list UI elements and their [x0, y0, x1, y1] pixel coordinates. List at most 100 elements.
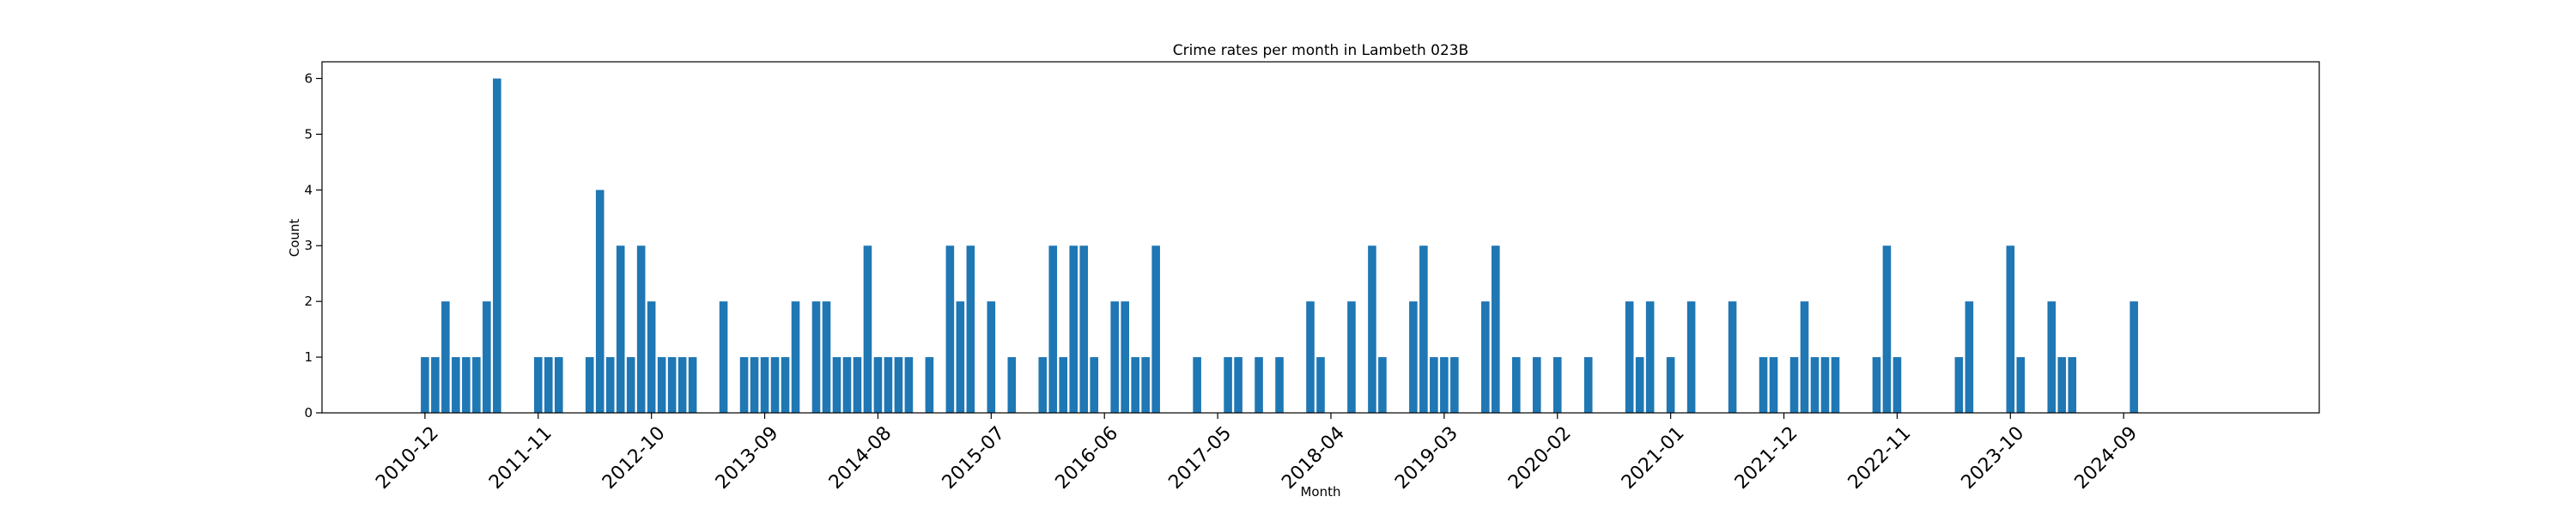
- bar-2021-10: [1759, 357, 1768, 413]
- bar-2016-11: [1151, 245, 1160, 413]
- bar-2013-10: [770, 357, 780, 413]
- bar-2012-04: [585, 357, 594, 413]
- bar-2018-03: [1316, 357, 1325, 413]
- bar-2018-02: [1306, 301, 1315, 413]
- bar-2012-01: [554, 357, 563, 413]
- bar-2020-10: [1635, 357, 1644, 413]
- bar-2016-01: [1048, 245, 1058, 413]
- bar-2023-05: [1954, 357, 1964, 413]
- bar-2023-11: [2016, 357, 2026, 413]
- bar-2011-05: [472, 357, 481, 413]
- bar-2014-07: [863, 245, 872, 413]
- bar-2023-06: [1965, 301, 1974, 413]
- bar-2020-05: [1583, 357, 1593, 413]
- bar-2023-10: [2006, 245, 2015, 413]
- bar-2015-09: [1007, 357, 1017, 413]
- bar-2017-06: [1224, 357, 1232, 413]
- bar-2019-04: [1450, 357, 1459, 413]
- bar-2012-05: [595, 190, 605, 413]
- bar-2014-05: [842, 357, 852, 413]
- y-axis: 0 1 2 3 4 5 6: [304, 70, 322, 421]
- bar-2020-11: [1645, 301, 1655, 413]
- bar-2012-07: [616, 245, 625, 413]
- bar-2014-11: [904, 357, 914, 413]
- bar-2022-10: [1882, 245, 1892, 413]
- y-axis-label: Count: [287, 219, 302, 258]
- y-tick-label: 5: [304, 126, 313, 142]
- bars: [421, 78, 2138, 413]
- bar-2011-02: [441, 301, 450, 413]
- bar-2021-01: [1666, 357, 1675, 413]
- bar-2014-04: [832, 357, 841, 413]
- bar-2013-11: [781, 357, 790, 413]
- bar-2014-03: [822, 301, 831, 413]
- bar-2012-10: [647, 301, 656, 413]
- bar-2016-07: [1110, 301, 1119, 413]
- bar-2022-04: [1820, 357, 1830, 413]
- bar-2022-02: [1800, 301, 1809, 413]
- bar-2013-07: [739, 357, 749, 413]
- bar-2012-12: [667, 357, 677, 413]
- bar-2020-09: [1625, 301, 1634, 413]
- bar-2012-08: [626, 357, 635, 413]
- chart-title: Crime rates per month in Lambeth 023B: [1173, 42, 1469, 59]
- bar-2022-03: [1810, 357, 1820, 413]
- bar-2022-09: [1872, 357, 1881, 413]
- bar-2018-08: [1368, 245, 1376, 413]
- bar-2016-03: [1069, 245, 1078, 413]
- bar-2018-12: [1409, 301, 1418, 413]
- bar-2019-12: [1532, 357, 1541, 413]
- x-axis-label: Month: [1300, 484, 1340, 500]
- bar-2011-11: [533, 357, 543, 413]
- bar-2021-03: [1686, 301, 1696, 413]
- bar-2011-04: [462, 357, 471, 413]
- bar-2022-11: [1893, 357, 1902, 413]
- bar-2014-10: [894, 357, 903, 413]
- plot-area-frame: [321, 61, 2320, 414]
- bar-2016-04: [1079, 245, 1089, 413]
- bar-2015-07: [987, 301, 996, 413]
- bar-2012-06: [605, 357, 615, 413]
- bar-2015-03: [945, 245, 955, 413]
- bar-2018-06: [1347, 301, 1356, 413]
- bar-2017-11: [1275, 357, 1284, 413]
- bar-2019-10: [1512, 357, 1521, 413]
- bar-2019-03: [1440, 357, 1449, 413]
- bar-2018-09: [1378, 357, 1387, 413]
- bar-2014-06: [853, 357, 862, 413]
- bar-2015-04: [956, 301, 965, 413]
- bar-2013-09: [760, 357, 769, 413]
- bar-2016-09: [1131, 357, 1139, 413]
- bar-2013-05: [719, 301, 728, 413]
- bar-2016-02: [1059, 357, 1068, 413]
- bar-2019-08: [1492, 245, 1500, 413]
- bar-2017-07: [1234, 357, 1242, 413]
- bar-2021-07: [1728, 301, 1737, 413]
- bar-2019-02: [1430, 357, 1438, 413]
- y-tick-label: 4: [304, 182, 313, 197]
- bar-2013-12: [791, 301, 800, 413]
- bar-2024-10: [2129, 301, 2138, 413]
- bar-2013-08: [750, 357, 759, 413]
- bar-2024-04: [2068, 357, 2077, 413]
- bar-2012-11: [657, 357, 666, 413]
- bar-2022-01: [1789, 357, 1799, 413]
- bar-2011-01: [431, 357, 440, 413]
- bar-2011-12: [544, 357, 553, 413]
- bar-2013-02: [688, 357, 697, 413]
- bar-2011-03: [452, 357, 460, 413]
- bar-2016-05: [1090, 357, 1099, 413]
- bar-2015-05: [966, 245, 975, 413]
- bar-2022-05: [1831, 357, 1840, 413]
- bar-2017-03: [1193, 357, 1201, 413]
- y-tick-label: 3: [304, 238, 313, 253]
- bar-2017-09: [1255, 357, 1263, 413]
- bar-2019-01: [1419, 245, 1428, 413]
- bar-2014-08: [873, 357, 883, 413]
- y-tick-label: 6: [304, 70, 313, 86]
- y-tick-label: 1: [304, 349, 313, 365]
- bar-2014-09: [884, 357, 893, 413]
- bar-2015-12: [1038, 357, 1048, 413]
